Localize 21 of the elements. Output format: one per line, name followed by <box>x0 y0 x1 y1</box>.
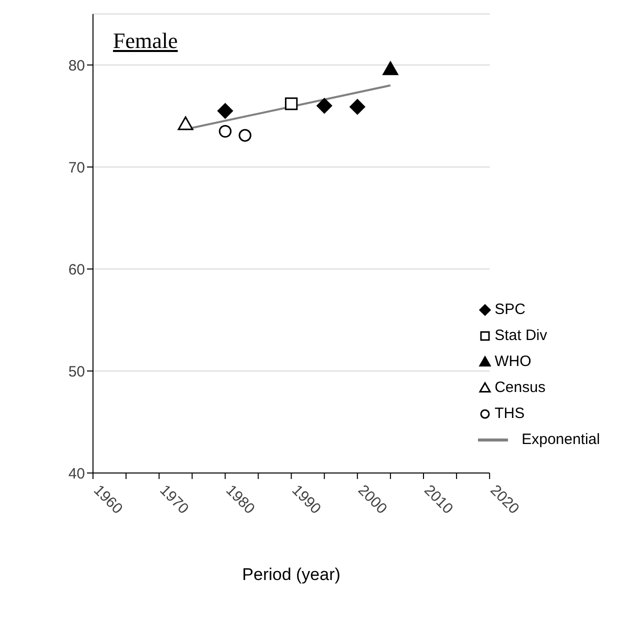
point <box>218 124 232 138</box>
legend-label: Stat Div <box>494 326 548 346</box>
x-axis-title: Period (year) <box>242 565 340 584</box>
legend-label: SPC <box>494 300 526 320</box>
y-tick-label: 60 <box>68 261 85 278</box>
legend-label: WHO <box>494 352 532 372</box>
point <box>217 103 233 119</box>
legend-label: THS <box>494 404 525 424</box>
legend-label: Exponential <box>522 430 600 450</box>
point <box>284 97 298 110</box>
text: Female <box>113 28 178 54</box>
point <box>178 116 194 130</box>
point <box>316 98 332 114</box>
y-tick-label: 50 <box>68 363 85 380</box>
y-tick-label: 70 <box>68 159 85 176</box>
point <box>350 99 366 115</box>
y-tick-label: 40 <box>68 465 85 482</box>
point <box>382 61 398 76</box>
y-tick-label: 80 <box>68 57 85 74</box>
legend-label: Census <box>494 378 546 398</box>
point <box>238 129 252 142</box>
